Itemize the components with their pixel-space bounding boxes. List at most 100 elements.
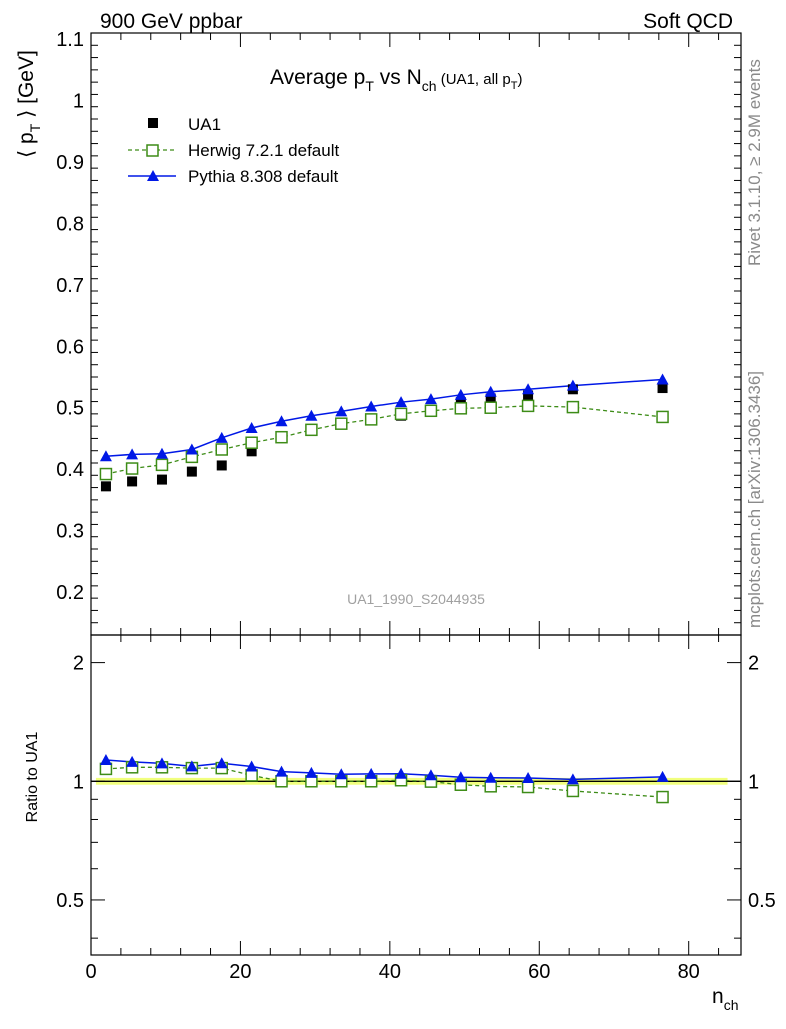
- ua1-point: [100, 481, 111, 492]
- legend-label-ua1: UA1: [188, 115, 221, 134]
- pythia-point: [484, 385, 497, 397]
- xlabel-main: n: [712, 985, 724, 1008]
- main-chart-title: Average pT vs Nch (UA1, all pT): [270, 66, 523, 94]
- ua1-point: [657, 383, 668, 394]
- legend-label-pythia: Pythia 8.308 default: [188, 167, 339, 186]
- legend-marker-ua1: [148, 118, 158, 128]
- ratio-y-tick-label: 1: [73, 771, 84, 793]
- ua1-point: [523, 390, 534, 401]
- pythia-point: [566, 379, 579, 391]
- title-paren: (UA1, all p: [437, 71, 511, 88]
- main-y-tick-label: 0.3: [56, 521, 84, 543]
- herwig-point: [99, 467, 113, 481]
- xlabel-sub: ch: [724, 997, 739, 1013]
- ratio-pythia-point: [245, 760, 258, 772]
- herwig-point: [394, 407, 408, 421]
- herwig-point: [566, 400, 580, 414]
- title-mid-sub: ch: [422, 78, 437, 94]
- herwig-point: [484, 401, 497, 414]
- ratio-y-tick-label-right: 0.5: [748, 890, 776, 912]
- x-tick-label: 0: [85, 961, 96, 983]
- ratio-pythia-point: [155, 757, 168, 769]
- ratio-pythia-point: [566, 773, 579, 785]
- main-y-tick-label: 0.8: [56, 213, 84, 235]
- main-series-markers: [99, 373, 669, 492]
- ratio-pythia-point: [454, 771, 467, 783]
- pythia-point: [522, 383, 535, 395]
- ua1-point: [246, 446, 257, 457]
- main-axis-ticks: 0.2 0.3 0.4 0.5 0.6 0.7 0.8 0.9 1 1.1: [56, 29, 741, 635]
- ratio-pythia-point: [215, 757, 228, 769]
- herwig-point: [521, 399, 535, 413]
- pythia-point: [365, 400, 378, 412]
- title-main: Average p: [270, 66, 365, 89]
- ratio-series-markers: [99, 754, 669, 804]
- herwig-point: [305, 423, 318, 437]
- ratio-y-tick-label: 2: [73, 653, 84, 675]
- legend: UA1 Herwig 7.2.1 default Pythia 8.308 de…: [128, 115, 339, 186]
- ua1-point: [186, 466, 197, 477]
- ylabel-sub: T: [27, 123, 43, 132]
- pythia-point: [395, 396, 408, 408]
- x-axis-label: nch: [712, 985, 738, 1013]
- ratio-pythia-point: [395, 767, 408, 779]
- ratio-plot-frame: [90, 634, 742, 956]
- ratio-pythia-point: [185, 760, 198, 772]
- legend-marker-herwig: [146, 144, 159, 157]
- main-y-tick-label: 0.4: [56, 459, 84, 481]
- herwig-point: [245, 436, 258, 449]
- pythia-point: [335, 405, 348, 417]
- pythia-point: [126, 448, 139, 460]
- title-paren-sub: T: [511, 80, 518, 92]
- ratio-pythia-point: [99, 754, 112, 766]
- pythia-point: [424, 393, 437, 405]
- ratio-pythia-point: [484, 771, 497, 783]
- ua1-point: [485, 393, 496, 404]
- ylabel-open: ⟨ p: [15, 132, 38, 158]
- x-tick-label: 40: [379, 961, 401, 983]
- main-y-tick-label: 1.1: [56, 29, 84, 51]
- main-y-tick-label: 1: [73, 91, 84, 113]
- pythia-point: [155, 447, 168, 459]
- main-y-tick-label: 0.9: [56, 152, 84, 174]
- ua1-point: [216, 460, 227, 471]
- ratio-y-axis-label: Ratio to UA1: [24, 732, 41, 823]
- pythia-point: [305, 409, 318, 421]
- header-right: Soft QCD: [643, 10, 733, 33]
- herwig-point: [275, 430, 288, 444]
- pythia-line: [105, 378, 663, 457]
- herwig-point: [125, 462, 139, 475]
- herwig-point: [656, 410, 669, 424]
- herwig-point: [335, 417, 348, 430]
- pythia-point: [656, 373, 669, 385]
- ratio-pythia-point: [365, 767, 378, 779]
- herwig-point: [424, 404, 438, 418]
- title-paren-end: ): [518, 71, 523, 88]
- ratio-pythia-point: [424, 769, 437, 781]
- legend-label-herwig: Herwig 7.2.1 default: [188, 141, 339, 160]
- main-y-tick-label: 0.7: [56, 275, 84, 297]
- main-y-tick-label: 0.5: [56, 398, 84, 420]
- ratio-pythia-point: [335, 768, 348, 780]
- herwig-point: [454, 402, 468, 415]
- ratio-pythia-point: [656, 770, 669, 782]
- ratio-pythia-point: [305, 766, 318, 778]
- ratio-herwig-point: [656, 790, 669, 804]
- ratio-axis-ticks: 0.5 0.51 12 20 20 40 60 80: [56, 635, 776, 983]
- analysis-watermark: UA1_1990_S2044935: [347, 591, 485, 607]
- pythia-point: [215, 431, 228, 443]
- ylabel-close: ⟩ [GeV]: [15, 50, 38, 124]
- herwig-point: [364, 413, 378, 426]
- legend-marker-pythia: [147, 170, 159, 181]
- main-y-tick-label: 0.2: [56, 582, 84, 604]
- header-left: 900 GeV ppbar: [100, 10, 242, 33]
- ratio-herwig-point: [245, 769, 258, 782]
- herwig-point: [155, 458, 169, 472]
- pythia-point: [185, 443, 198, 455]
- ratio-y-tick-label-right: 1: [748, 771, 759, 793]
- pythia-point: [275, 415, 288, 427]
- main-y-axis-label: ⟨ pT ⟩ [GeV]: [15, 50, 43, 158]
- herwig-point: [215, 443, 228, 456]
